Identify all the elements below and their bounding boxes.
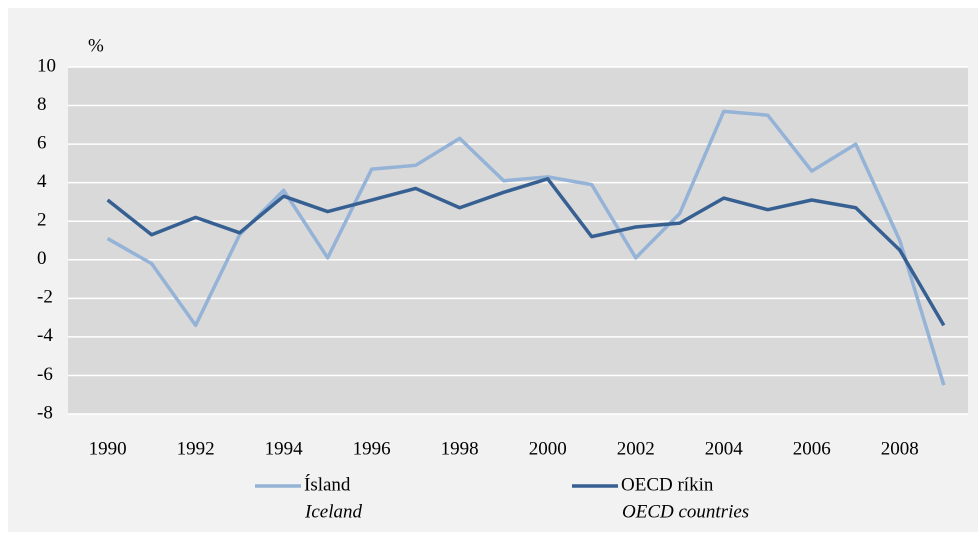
- x-tick-label: 2006: [793, 438, 831, 459]
- legend-label: OECD ríkin: [621, 474, 714, 495]
- x-tick-label: 2008: [881, 438, 919, 459]
- legend-label: Ísland: [304, 473, 351, 495]
- y-axis-unit: %: [88, 35, 104, 56]
- x-tick-label: 2000: [529, 438, 567, 459]
- x-tick-label: 2002: [617, 438, 655, 459]
- y-tick-label: -4: [37, 325, 53, 346]
- y-tick-label: -2: [37, 287, 53, 308]
- x-tick-label: 1996: [353, 438, 391, 459]
- y-tick-label: 0: [37, 248, 47, 269]
- y-tick-label: 10: [37, 55, 56, 76]
- y-tick-label: 8: [37, 94, 47, 115]
- y-tick-label: 4: [37, 171, 47, 192]
- x-tick-label: 2004: [705, 438, 744, 459]
- x-tick-label: 1998: [441, 438, 479, 459]
- y-tick-label: -6: [37, 364, 53, 385]
- y-tick-label: -8: [37, 402, 53, 423]
- y-tick-label: 6: [37, 132, 47, 153]
- legend-sublabel: Iceland: [304, 501, 362, 522]
- legend-sublabel: OECD countries: [622, 501, 749, 522]
- series-line: [106, 177, 946, 327]
- x-tick-label: 1990: [89, 438, 127, 459]
- y-tick-label: 2: [37, 210, 47, 231]
- plot-area: [68, 67, 968, 414]
- x-tick-label: 1992: [177, 438, 215, 459]
- x-tick-label: 1994: [265, 438, 304, 459]
